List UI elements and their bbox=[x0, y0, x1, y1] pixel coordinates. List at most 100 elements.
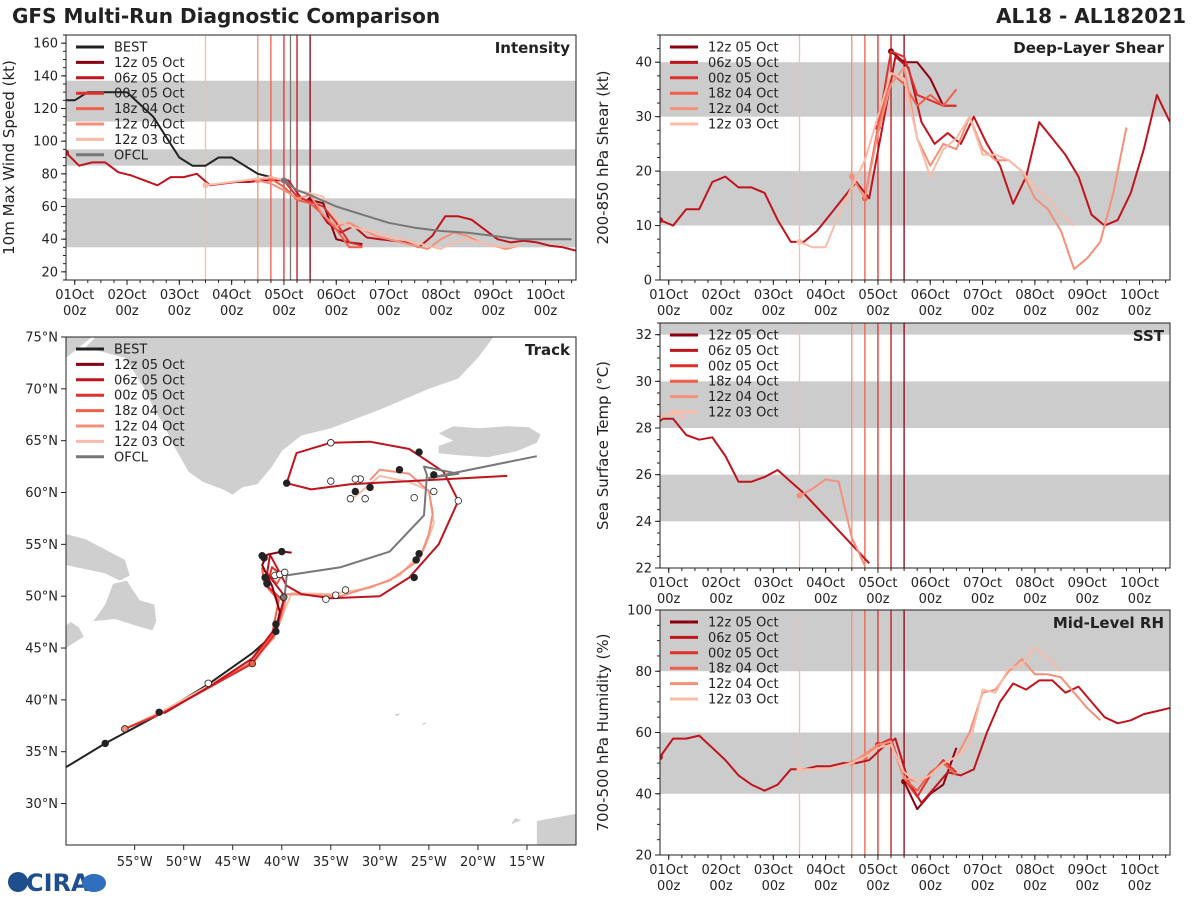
shear-xtick-hour-2: 00z bbox=[762, 304, 786, 319]
storm-id: AL18 - AL182021 bbox=[996, 4, 1186, 28]
rh-xtick-hour-2: 00z bbox=[762, 879, 786, 894]
shear-xtick-hour-8: 00z bbox=[1075, 304, 1099, 319]
rh-xtick-hour-7: 00z bbox=[1023, 879, 1047, 894]
rh-xtick-date-9: 10Oct bbox=[1120, 863, 1159, 878]
shear-xtick-date-5: 06Oct bbox=[911, 288, 950, 303]
intensity-series-12z-04-oct bbox=[257, 179, 520, 250]
track-marker-16 bbox=[322, 595, 330, 603]
intensity-xtick-date-8: 09Oct bbox=[474, 288, 513, 303]
intensity-xtick-hour-5: 00z bbox=[325, 304, 349, 319]
sst-xtick-date-5: 06Oct bbox=[911, 576, 950, 591]
track-marker-15 bbox=[280, 593, 288, 601]
sst-xtick-hour-2: 00z bbox=[762, 592, 786, 607]
rh-series-start-1 bbox=[660, 754, 663, 760]
sst-legend-label-0: 12z 05 Oct bbox=[708, 329, 779, 344]
intensity-xtick-date-3: 04Oct bbox=[212, 288, 251, 303]
shear-xtick-hour-4: 00z bbox=[866, 304, 890, 319]
intensity-xtick-date-5: 06Oct bbox=[317, 288, 356, 303]
lon-tick-label-2: 45°W bbox=[215, 855, 251, 870]
track-marker-14 bbox=[281, 568, 289, 577]
track-marker-34 bbox=[327, 477, 335, 485]
shear-xtick-hour-7: 00z bbox=[1023, 304, 1047, 319]
shear-xtick-hour-5: 00z bbox=[919, 304, 943, 319]
shear-xtick-date-4: 05Oct bbox=[858, 288, 897, 303]
sst-ytick-label-0: 22 bbox=[635, 562, 652, 577]
track-marker-19 bbox=[410, 573, 418, 582]
sst-band-0 bbox=[660, 474, 1170, 522]
landmass-8 bbox=[394, 713, 401, 717]
intensity-xtick-hour-1: 00z bbox=[115, 304, 139, 319]
shear-xtick-date-6: 07Oct bbox=[963, 288, 1002, 303]
shear-xtick-date-7: 08Oct bbox=[1015, 288, 1054, 303]
rh-xtick-date-0: 01Oct bbox=[649, 863, 688, 878]
track-marker-0 bbox=[101, 739, 109, 748]
shear-panel-title: Deep-Layer Shear bbox=[1013, 39, 1164, 57]
sst-xtick-hour-4: 00z bbox=[866, 592, 890, 607]
rh-legend-label-3: 18z 04 Oct bbox=[708, 662, 779, 677]
sst-xtick-hour-6: 00z bbox=[971, 592, 995, 607]
shear-series-06z-05-oct bbox=[660, 55, 1170, 243]
track-legend-label-4: 18z 04 Oct bbox=[114, 404, 185, 419]
sst-xtick-date-2: 03Oct bbox=[754, 576, 793, 591]
shear-xtick-date-0: 01Oct bbox=[649, 288, 688, 303]
shear-xtick-hour-3: 00z bbox=[814, 304, 838, 319]
track-marker-3 bbox=[248, 659, 257, 668]
sst-xtick-hour-8: 00z bbox=[1075, 592, 1099, 607]
intensity-ytick-label-0: 20 bbox=[41, 265, 58, 280]
rh-band-1 bbox=[660, 610, 1170, 672]
intensity-xtick-hour-0: 00z bbox=[63, 304, 87, 319]
sst-xtick-hour-0: 00z bbox=[657, 592, 681, 607]
sst-ytick-label-3: 28 bbox=[635, 422, 652, 437]
track-legend-label-7: OFCL bbox=[114, 450, 149, 465]
shear-series-start-1 bbox=[660, 217, 663, 224]
shear-legend-label-4: 12z 04 Oct bbox=[708, 102, 779, 117]
track-marker-20 bbox=[412, 556, 420, 564]
rh-xtick-hour-3: 00z bbox=[814, 879, 838, 894]
sst-series-start-1 bbox=[796, 492, 803, 499]
shear-xtick-date-9: 10Oct bbox=[1120, 288, 1159, 303]
rh-ytick-label-4: 100 bbox=[627, 604, 652, 619]
intensity-xtick-date-7: 08Oct bbox=[421, 288, 460, 303]
intensity-series-12z-03-oct bbox=[205, 176, 520, 250]
sst-xtick-date-6: 07Oct bbox=[963, 576, 1002, 591]
rh-xtick-date-8: 09Oct bbox=[1068, 863, 1107, 878]
track-best bbox=[66, 630, 278, 769]
rh-band-0 bbox=[660, 732, 1170, 794]
track-marker-6 bbox=[272, 620, 280, 628]
lat-tick-label-4: 50°N bbox=[25, 590, 58, 605]
intensity-ytick-label-5: 120 bbox=[33, 102, 58, 117]
landmass-1 bbox=[438, 426, 541, 458]
shear-xtick-date-3: 04Oct bbox=[806, 288, 845, 303]
track-12z-05-oct bbox=[261, 550, 292, 632]
sst-xtick-date-8: 09Oct bbox=[1068, 576, 1107, 591]
landmass-0 bbox=[66, 337, 494, 495]
intensity-xtick-date-2: 03Oct bbox=[160, 288, 199, 303]
lat-tick-label-0: 30°N bbox=[25, 797, 58, 812]
shear-ytick-label-1: 10 bbox=[635, 219, 652, 234]
intensity-band-1 bbox=[66, 149, 576, 166]
landmass-5 bbox=[536, 813, 576, 845]
intensity-xtick-hour-7: 00z bbox=[429, 304, 453, 319]
track-marker-18 bbox=[341, 586, 350, 594]
intensity-series-group bbox=[66, 91, 576, 252]
sst-legend-label-2: 00z 05 Oct bbox=[708, 359, 779, 374]
sst-xtick-date-0: 01Oct bbox=[649, 576, 688, 591]
cira-swirl-icon bbox=[82, 874, 106, 892]
track-ofcl bbox=[283, 455, 537, 597]
track-frame bbox=[65, 336, 577, 846]
track-marker-29 bbox=[351, 487, 360, 496]
sst-series-group bbox=[660, 413, 870, 567]
intensity-xtick-date-4: 05Oct bbox=[264, 288, 303, 303]
rh-series-group bbox=[660, 645, 1170, 811]
rh-xtick-date-4: 05Oct bbox=[858, 863, 897, 878]
intensity-series-start-6 bbox=[202, 182, 209, 189]
shear-ytick-label-4: 40 bbox=[635, 56, 652, 71]
lon-tick-label-5: 30°W bbox=[362, 855, 398, 870]
intensity-ytick-label-4: 100 bbox=[33, 135, 58, 150]
sst-series-12z-03-oct bbox=[660, 413, 687, 420]
shear-legend-label-2: 00z 05 Oct bbox=[708, 71, 779, 86]
rh-ylabel: 700-500 hPa Humidity (%) bbox=[594, 633, 612, 831]
intensity-xtick-date-9: 10Oct bbox=[526, 288, 565, 303]
intensity-legend-label-7: OFCL bbox=[114, 148, 149, 163]
rh-legend-label-1: 06z 05 Oct bbox=[708, 631, 779, 646]
